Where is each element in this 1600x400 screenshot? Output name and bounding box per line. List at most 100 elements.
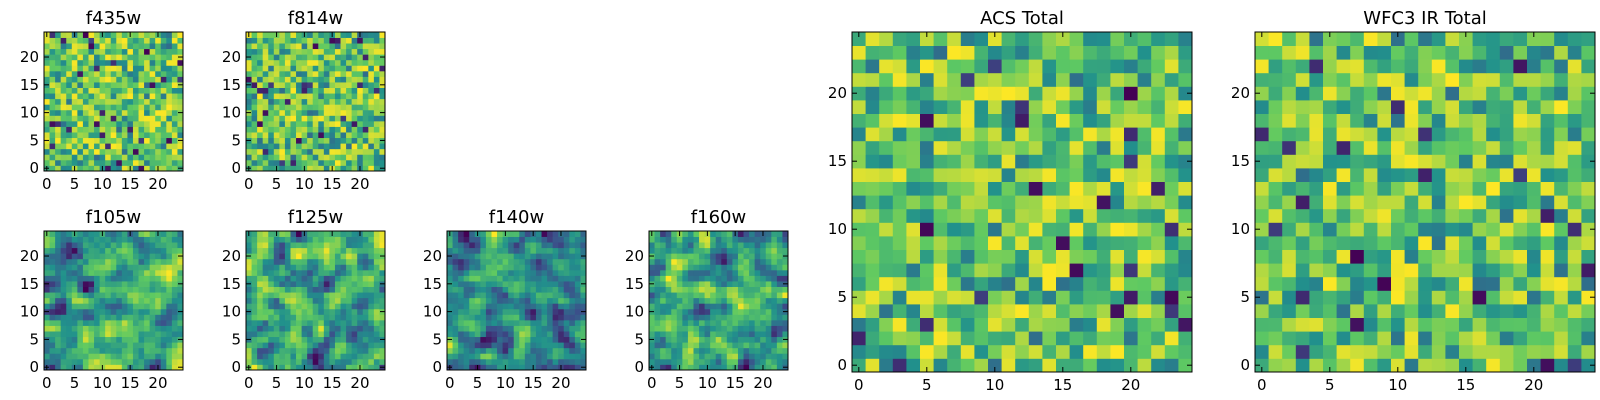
heatmap-cell: [44, 87, 50, 94]
heatmap-cell: [933, 344, 948, 359]
heatmap-cell: [351, 336, 358, 343]
heatmap-cell: [497, 364, 503, 371]
heatmap-cell: [547, 242, 554, 249]
heatmap-cell: [687, 242, 694, 249]
heatmap-cell: [530, 242, 537, 249]
heatmap-cell: [732, 247, 739, 254]
heatmap-cell: [491, 275, 498, 282]
heatmap-cell: [737, 286, 744, 293]
heatmap-cell: [257, 364, 264, 371]
heatmap-cell: [754, 331, 761, 338]
heatmap-cell: [485, 336, 492, 343]
heatmap-cell: [649, 269, 655, 276]
heatmap-cell: [1110, 195, 1125, 210]
heatmap-cell: [296, 148, 302, 155]
heatmap-cell: [1178, 344, 1193, 359]
x-tick-label: 0: [42, 175, 52, 193]
heatmap-cell: [82, 264, 89, 271]
heatmap-cell: [1083, 168, 1098, 182]
heatmap-cell: [279, 137, 286, 144]
heatmap-cell: [920, 195, 934, 210]
heatmap-cell: [88, 286, 95, 293]
heatmap-cell: [60, 76, 67, 83]
heatmap-cell: [541, 297, 548, 304]
heatmap-cell: [171, 292, 178, 299]
heatmap-cell: [519, 253, 526, 260]
heatmap-cell: [960, 263, 975, 278]
heatmap-cell: [60, 336, 67, 343]
heatmap-cell: [1042, 344, 1057, 359]
heatmap-cell: [480, 269, 487, 276]
heatmap-cell: [776, 275, 783, 282]
heatmap-cell: [563, 247, 570, 254]
heatmap-cell: [127, 264, 134, 271]
heatmap-cell: [262, 65, 269, 72]
heatmap-cell: [279, 336, 286, 343]
heatmap-cell: [257, 281, 264, 287]
heatmap-cell: [379, 236, 386, 243]
heatmap-cell: [1336, 181, 1351, 196]
heatmap-cell: [357, 143, 364, 150]
heatmap-cell: [55, 76, 62, 83]
heatmap-cell: [463, 247, 470, 254]
heatmap-cell: [307, 82, 314, 88]
heatmap-cell: [346, 275, 353, 282]
heatmap-cell: [1391, 290, 1405, 305]
heatmap-cell: [312, 314, 319, 321]
heatmap-cell: [1513, 249, 1528, 264]
heatmap-cell: [60, 132, 67, 139]
heatmap-cell: [502, 281, 509, 287]
heatmap-cell: [82, 43, 89, 50]
heatmap-cell: [127, 54, 134, 61]
heatmap-cell: [1391, 208, 1405, 223]
heatmap-cell: [1445, 344, 1460, 359]
heatmap-cell: [77, 82, 84, 88]
heatmap-cell: [513, 275, 520, 282]
heatmap-cell: [480, 253, 487, 260]
heatmap-cell: [318, 165, 325, 172]
heatmap-cell: [530, 336, 537, 343]
heatmap-cell: [44, 292, 50, 299]
heatmap-cell: [127, 292, 134, 299]
heatmap-cell: [94, 43, 100, 50]
heatmap-cell: [988, 249, 1002, 264]
heatmap-cell: [1418, 236, 1433, 250]
heatmap-cell: [513, 342, 520, 349]
heatmap-cell: [715, 358, 722, 365]
heatmap-cell: [340, 353, 347, 360]
heatmap-cell: [1309, 249, 1324, 264]
heatmap-cell: [676, 253, 683, 260]
heatmap-cell: [1028, 100, 1043, 114]
heatmap-cell: [558, 325, 565, 332]
heatmap-cell: [1336, 249, 1351, 264]
heatmap-cell: [171, 54, 178, 61]
heatmap-cell: [149, 325, 156, 332]
heatmap-cell: [660, 314, 667, 321]
heatmap-cell: [318, 82, 325, 88]
heatmap-cell: [132, 358, 139, 365]
heatmap-cell: [743, 292, 750, 299]
heatmap-cell: [127, 159, 134, 166]
heatmap-cell: [535, 231, 542, 237]
heatmap-cell: [1404, 208, 1419, 223]
heatmap-cell: [105, 43, 112, 50]
heatmap-cell: [1323, 168, 1337, 182]
heatmap-cell: [906, 59, 921, 74]
heatmap-cell: [1015, 45, 1030, 60]
heatmap-cell: [246, 292, 252, 299]
heatmap-cell: [704, 286, 711, 293]
heatmap-cell: [351, 358, 358, 365]
heatmap-cell: [362, 59, 369, 66]
heatmap-cell: [88, 70, 95, 77]
heatmap-cell: [665, 281, 672, 287]
heatmap-cell: [149, 286, 156, 293]
heatmap-cell: [480, 347, 487, 354]
heatmap-cell: [334, 275, 341, 282]
heatmap-cell: [491, 286, 498, 293]
heatmap-cell: [251, 325, 258, 332]
heatmap-cell: [273, 37, 280, 44]
heatmap-cell: [160, 109, 167, 116]
heatmap-cell: [105, 364, 112, 371]
heatmap-cell: [323, 297, 330, 304]
heatmap-cell: [323, 87, 330, 94]
